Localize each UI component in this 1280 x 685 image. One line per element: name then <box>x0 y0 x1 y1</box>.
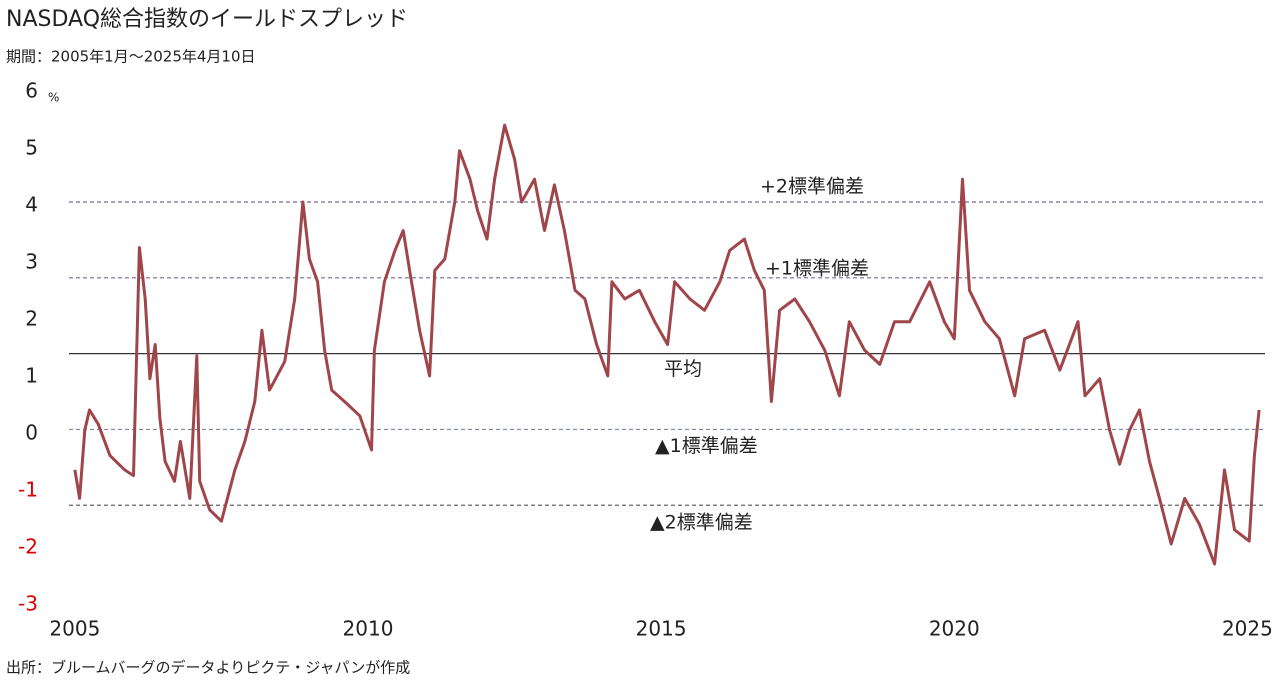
chart-title: NASDAQ総合指数のイールドスプレッド <box>6 7 408 32</box>
y-tick-label: 3 <box>25 250 38 274</box>
reference-label: 平均 <box>664 358 702 380</box>
y-tick-label: -3 <box>18 592 38 616</box>
y-tick-label: 6 <box>25 79 38 103</box>
y-tick-label: 1 <box>25 364 38 388</box>
y-tick-label: -1 <box>18 478 38 502</box>
x-tick-label: 2020 <box>929 617 980 641</box>
chart-subtitle: 期間：2005年1月～2025年4月10日 <box>6 48 256 66</box>
x-tick-label: 2005 <box>49 617 100 641</box>
y-tick-label: -2 <box>18 535 38 559</box>
reference-label: ▲2標準偏差 <box>650 512 753 534</box>
source-note: 出所：ブルームバーグのデータよりピクテ・ジャパンが作成 <box>6 659 410 677</box>
reference-label: ▲1標準偏差 <box>655 435 758 457</box>
y-tick-label: 0 <box>25 421 38 445</box>
x-tick-label: 2015 <box>636 617 687 641</box>
y-unit: % <box>48 91 59 105</box>
y-tick-label: 5 <box>25 136 38 160</box>
y-tick-label: 4 <box>25 193 38 217</box>
data-line <box>73 123 1261 566</box>
reference-label: +2標準偏差 <box>760 176 864 198</box>
x-tick-label: 2025 <box>1222 617 1273 641</box>
x-tick-label: 2010 <box>343 617 394 641</box>
y-tick-label: 2 <box>25 307 38 331</box>
reference-label: +1標準偏差 <box>765 257 869 279</box>
